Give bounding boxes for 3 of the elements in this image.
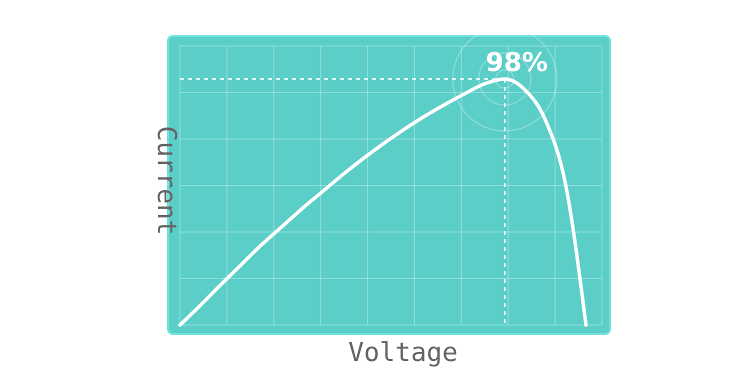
text: 98%: [486, 48, 548, 78]
x-axis-title: Voltage: [348, 338, 458, 368]
y-axis-title: Current: [151, 126, 181, 236]
